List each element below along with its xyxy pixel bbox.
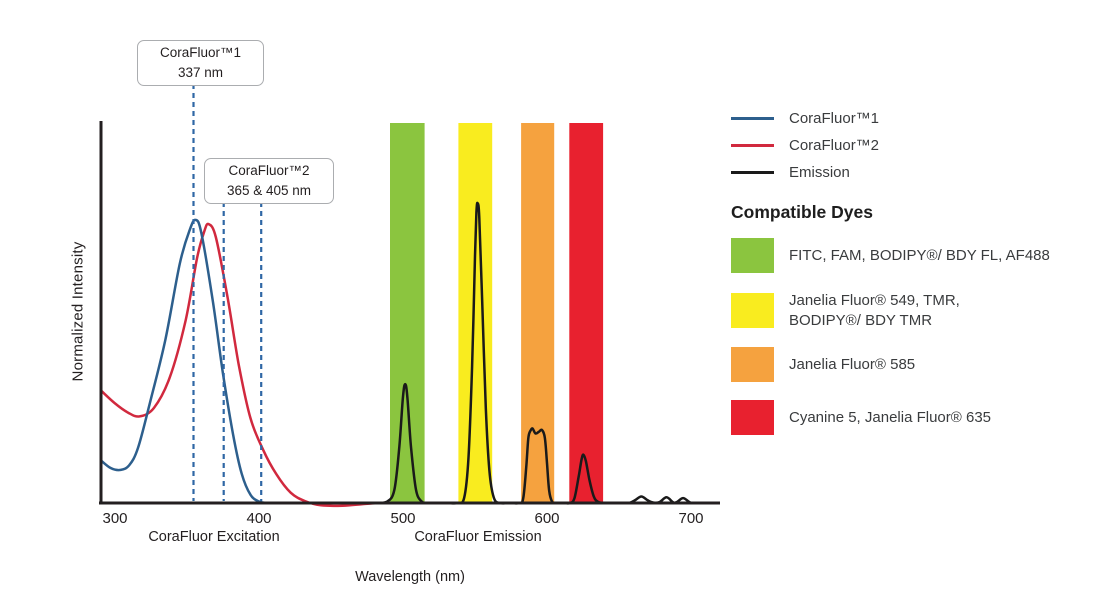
dye-label: FITC, FAM, BODIPY®/ BDY FL, AF488 — [789, 246, 1050, 264]
green-swatch — [731, 238, 774, 273]
legend-label: CoraFluor™2 — [789, 137, 880, 154]
x-tick-label: 300 — [102, 510, 127, 527]
emission-line-swatch — [731, 171, 774, 174]
emission-band-red — [569, 123, 604, 503]
x-tick-label: 700 — [678, 510, 703, 527]
orange-swatch — [731, 347, 774, 382]
corafluor1-line-swatch — [731, 117, 774, 120]
legend-item-corafluor1: CoraFluor™1 — [731, 105, 879, 132]
dye-label: Cyanine 5, Janelia Fluor® 635 — [789, 408, 992, 426]
excitation-curve-corafluor1 — [99, 218, 277, 505]
x-tick-label: 500 — [390, 510, 415, 527]
spectra-chart: 300 400 500 600 700 — [99, 84, 720, 527]
callout-corafluor1: CoraFluor™1 337 nm — [137, 40, 264, 86]
legend-label: CoraFluor™1 — [789, 110, 880, 127]
x-tick-label: 400 — [246, 510, 271, 527]
excitation-curve-corafluor2 — [99, 222, 389, 508]
callout-corafluor2: CoraFluor™2 365 & 405 nm — [204, 158, 334, 204]
dye-label: Janelia Fluor® 585 — [789, 355, 916, 373]
callout-corafluor2-title: CoraFluor™2 — [228, 163, 310, 179]
dye-row-green: FITC, FAM, BODIPY®/ BDY FL, AF488 — [731, 238, 1101, 273]
x-tick-label: 600 — [534, 510, 559, 527]
x-axis-label: Wavelength (nm) — [355, 569, 465, 585]
callout-corafluor1-value: 337 nm — [177, 65, 224, 80]
legend-item-corafluor2: CoraFluor™2 — [731, 132, 879, 159]
red-swatch — [731, 400, 774, 435]
legend-label: Emission — [789, 164, 850, 181]
callout-corafluor2-value: 365 & 405 nm — [226, 183, 312, 198]
compatible-dyes-list: FITC, FAM, BODIPY®/ BDY FL, AF488 Janeli… — [731, 238, 1101, 435]
yellow-swatch — [731, 293, 774, 328]
emission-section-label: CoraFluor Emission — [414, 529, 542, 545]
dye-row-orange: Janelia Fluor® 585 — [731, 347, 1101, 382]
dye-row-yellow: Janelia Fluor® 549, TMR, BODIPY®/ BDY TM… — [731, 291, 1101, 330]
legend-item-emission: Emission — [731, 159, 879, 186]
dye-row-red: Cyanine 5, Janelia Fluor® 635 — [731, 400, 1101, 435]
y-axis-label: Normalized Intensity — [69, 241, 87, 382]
dye-label: Janelia Fluor® 549, TMR, BODIPY®/ BDY TM… — [789, 292, 960, 329]
corafluor2-line-swatch — [731, 144, 774, 147]
emission-band-green — [390, 123, 425, 503]
compatible-dyes-heading: Compatible Dyes — [731, 202, 873, 222]
emission-band-orange — [521, 123, 555, 503]
excitation-section-label: CoraFluor Excitation — [148, 529, 280, 545]
callout-corafluor1-title: CoraFluor™1 — [159, 45, 242, 61]
legend: CoraFluor™1 CoraFluor™2 Emission — [731, 105, 879, 186]
